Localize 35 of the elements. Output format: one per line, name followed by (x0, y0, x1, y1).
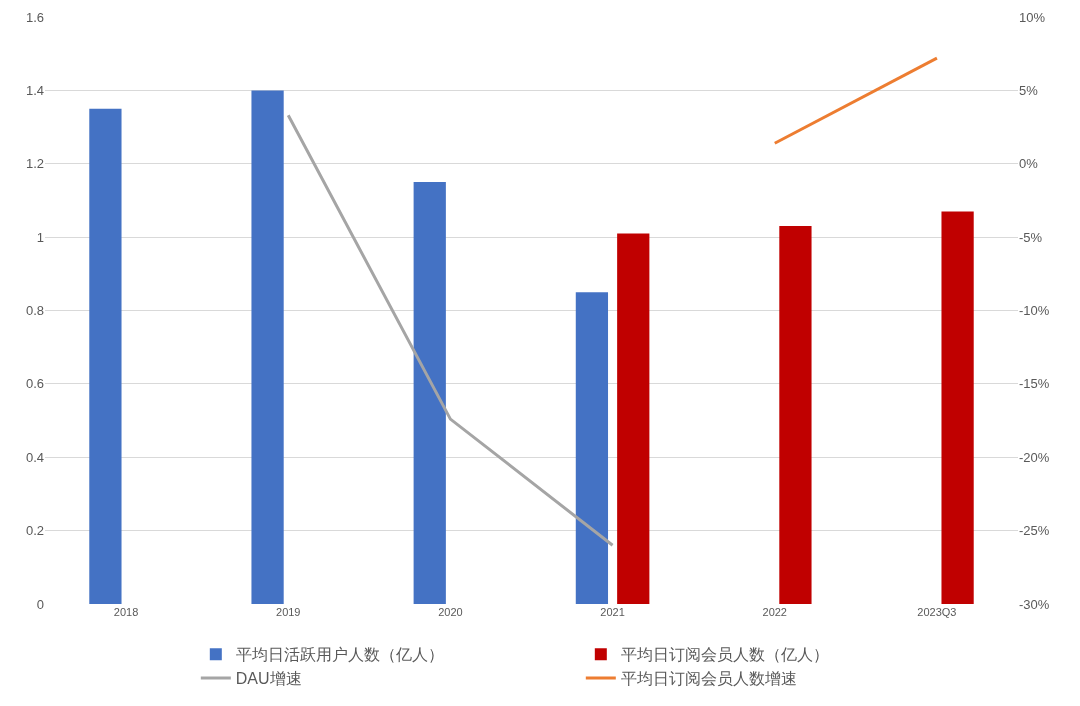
legend-label: 平均日活跃用户人数（亿人） (235, 646, 444, 664)
y-tick-label: 0.6 (25, 376, 44, 392)
bar (941, 211, 974, 604)
y2-tick-label: -15% (1019, 376, 1050, 392)
bar (617, 233, 650, 604)
x-tick-label: 2019 (276, 606, 301, 618)
y2-tick-label: -10% (1019, 303, 1050, 319)
y2-tick-label: 10% (1019, 9, 1046, 25)
y-tick-label: 0 (36, 596, 44, 612)
y-tick-label: 0.2 (25, 523, 44, 539)
legend-label: 平均日订阅会员人数增速 (620, 670, 797, 688)
x-tick-label: 2023Q3 (917, 606, 957, 618)
y-tick-label: 1.2 (25, 156, 44, 172)
y-tick-label: 0.4 (25, 449, 44, 465)
y2-tick-label: 0% (1019, 156, 1039, 172)
y-tick-label: 0.8 (25, 303, 44, 319)
y2-tick-label: 5% (1019, 82, 1039, 98)
y2-tick-label: -5% (1019, 229, 1043, 245)
legend-label: DAU增速 (235, 670, 302, 688)
y-tick-label: 1 (36, 229, 44, 245)
x-tick-label: 2021 (600, 606, 625, 618)
y2-tick-label: -20% (1019, 449, 1050, 465)
y-tick-label: 1.4 (25, 82, 44, 98)
y-tick-label: 1.6 (25, 9, 44, 25)
bar (575, 292, 609, 604)
bar (251, 90, 284, 604)
x-tick-label: 2020 (438, 606, 463, 618)
y2-tick-label: -30% (1019, 596, 1050, 612)
bar (779, 226, 812, 604)
x-tick-label: 2018 (113, 606, 139, 618)
bar (413, 182, 446, 604)
bar (89, 108, 122, 604)
x-tick-label: 2022 (762, 606, 787, 618)
legend-label: 平均日订阅会员人数（亿人） (620, 646, 829, 664)
y2-tick-label: -25% (1019, 523, 1050, 539)
